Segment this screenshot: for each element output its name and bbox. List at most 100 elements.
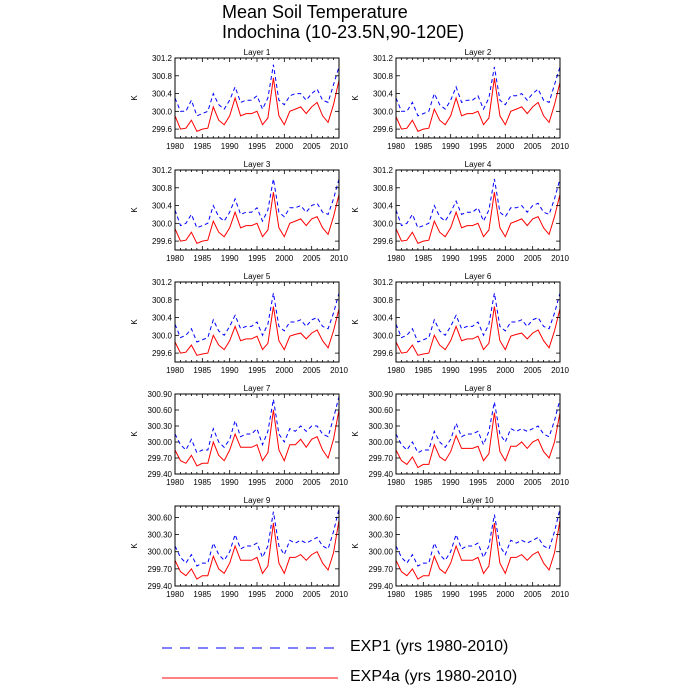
y-tick-label: 300.60 bbox=[148, 513, 173, 522]
series-line-exp4a bbox=[174, 520, 340, 580]
x-tick-label: 1985 bbox=[414, 254, 432, 263]
series-line-exp1 bbox=[174, 508, 340, 567]
x-tick-label: 2010 bbox=[330, 254, 348, 263]
x-tick-label: 1985 bbox=[414, 478, 432, 487]
x-tick-label: 2005 bbox=[303, 478, 321, 487]
x-tick-label: 1990 bbox=[442, 478, 460, 487]
x-tick-label: 2005 bbox=[524, 254, 542, 263]
y-tick-label: 300.8 bbox=[373, 296, 394, 305]
series-line-exp4a bbox=[395, 192, 561, 244]
x-tick-label: 2005 bbox=[524, 142, 542, 151]
y-tick-label: 299.40 bbox=[369, 582, 394, 591]
plot-frame bbox=[395, 505, 561, 587]
x-tick-label: 2000 bbox=[496, 142, 514, 151]
panel-title: Layer 8 bbox=[465, 384, 492, 393]
x-tick-label: 2010 bbox=[551, 478, 569, 487]
x-tick-label: 1995 bbox=[469, 142, 487, 151]
x-tick-label: 2010 bbox=[330, 478, 348, 487]
x-tick-label: 2000 bbox=[275, 142, 293, 151]
x-tick-label: 1980 bbox=[166, 254, 184, 263]
y-tick-label: 299.70 bbox=[369, 454, 394, 463]
plot-frame bbox=[174, 505, 340, 587]
x-tick-label: 2005 bbox=[524, 478, 542, 487]
plot-frame bbox=[174, 393, 340, 475]
x-tick-label: 2005 bbox=[524, 590, 542, 599]
y-axis-label: K bbox=[130, 207, 139, 213]
series-line-exp1 bbox=[174, 178, 340, 229]
panel-title: Layer 5 bbox=[244, 272, 271, 281]
y-axis-label: K bbox=[130, 319, 139, 325]
y-tick-label: 299.6 bbox=[152, 349, 173, 358]
y-tick-label: 300.00 bbox=[369, 438, 394, 447]
y-tick-label: 300.0 bbox=[373, 331, 394, 340]
x-tick-label: 1985 bbox=[414, 142, 432, 151]
y-tick-label: 300.30 bbox=[148, 422, 173, 431]
y-tick-label: 300.4 bbox=[373, 202, 394, 211]
y-tick-label: 300.00 bbox=[148, 548, 173, 557]
x-tick-label: 2010 bbox=[551, 366, 569, 375]
x-tick-label: 1995 bbox=[248, 366, 266, 375]
y-tick-label: 299.40 bbox=[148, 470, 173, 479]
y-tick-label: 300.4 bbox=[373, 314, 394, 323]
y-tick-label: 300.30 bbox=[369, 422, 394, 431]
panel-title: Layer 7 bbox=[244, 384, 271, 393]
panel-title: Layer 9 bbox=[244, 496, 271, 505]
y-tick-label: 301.2 bbox=[373, 54, 394, 63]
y-tick-label: 299.40 bbox=[369, 470, 394, 479]
y-tick-label: 300.60 bbox=[148, 406, 173, 415]
x-tick-label: 2000 bbox=[496, 478, 514, 487]
x-tick-label: 2005 bbox=[303, 142, 321, 151]
x-tick-label: 1980 bbox=[166, 366, 184, 375]
panel-layer-8: Layer 8 K 1980 1985 1990 1995 2000 2005 2010 299.… bbox=[351, 384, 569, 487]
y-tick-label: 300.4 bbox=[152, 90, 173, 99]
y-axis-label: K bbox=[351, 319, 360, 325]
panel-title: Layer 4 bbox=[465, 160, 492, 169]
y-tick-label: 299.6 bbox=[373, 125, 394, 134]
x-tick-label: 2010 bbox=[330, 366, 348, 375]
x-tick-label: 1980 bbox=[387, 590, 405, 599]
x-tick-label: 2000 bbox=[496, 366, 514, 375]
legend-label-exp4a: EXP4a (yrs 1980-2010) bbox=[350, 668, 518, 685]
x-tick-label: 1990 bbox=[221, 254, 239, 263]
panel-layer-1: Layer 1 K 1980 1985 1990 1995 2000 2005 2010 299.… bbox=[130, 48, 348, 151]
x-tick-label: 1995 bbox=[469, 254, 487, 263]
x-tick-label: 1995 bbox=[248, 142, 266, 151]
series-line-exp1 bbox=[395, 66, 561, 117]
series-line-exp1 bbox=[395, 399, 561, 454]
y-tick-label: 299.40 bbox=[148, 582, 173, 591]
y-tick-label: 300.90 bbox=[148, 390, 173, 399]
y-tick-label: 300.00 bbox=[369, 548, 394, 557]
y-tick-label: 301.2 bbox=[152, 54, 173, 63]
y-tick-label: 301.2 bbox=[373, 278, 394, 287]
plot-frame bbox=[395, 57, 561, 139]
x-tick-label: 2005 bbox=[303, 366, 321, 375]
x-tick-label: 1990 bbox=[442, 366, 460, 375]
plot-frame bbox=[395, 393, 561, 475]
y-tick-label: 300.0 bbox=[152, 331, 173, 340]
x-tick-label: 2010 bbox=[551, 254, 569, 263]
y-tick-label: 300.30 bbox=[148, 531, 173, 540]
y-tick-label: 299.70 bbox=[148, 454, 173, 463]
y-axis-label: K bbox=[351, 431, 360, 437]
panel-title: Layer 10 bbox=[462, 496, 494, 505]
y-tick-label: 300.8 bbox=[373, 184, 394, 193]
y-tick-label: 301.2 bbox=[152, 166, 173, 175]
y-axis-label: K bbox=[130, 543, 139, 549]
x-tick-label: 1985 bbox=[193, 366, 211, 375]
series-line-exp1 bbox=[174, 396, 340, 454]
series-line-exp1 bbox=[395, 508, 561, 567]
y-tick-label: 300.00 bbox=[148, 438, 173, 447]
x-tick-label: 1990 bbox=[221, 478, 239, 487]
y-tick-label: 300.0 bbox=[373, 219, 394, 228]
y-axis-label: K bbox=[351, 95, 360, 101]
series-line-exp4a bbox=[174, 77, 340, 132]
y-tick-label: 300.0 bbox=[152, 219, 173, 228]
x-tick-label: 1995 bbox=[469, 366, 487, 375]
x-tick-label: 1985 bbox=[193, 478, 211, 487]
y-tick-label: 300.30 bbox=[369, 531, 394, 540]
x-tick-label: 1980 bbox=[387, 478, 405, 487]
series-line-exp4a bbox=[174, 409, 340, 467]
y-tick-label: 300.4 bbox=[152, 314, 173, 323]
x-tick-label: 1995 bbox=[248, 254, 266, 263]
x-tick-label: 2005 bbox=[303, 590, 321, 599]
